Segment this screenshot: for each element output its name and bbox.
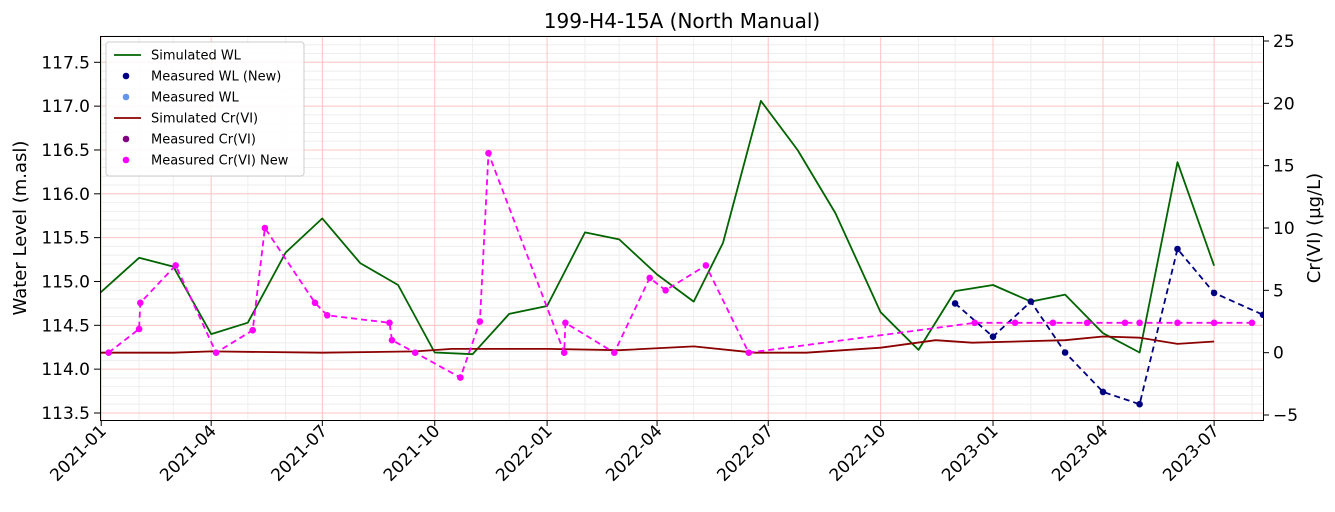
data-point-measured-cr-vi-new	[1210, 319, 1218, 327]
legend-label-measured-wl: Measured WL	[151, 91, 239, 106]
chart-title: 199-H4-15A (North Manual)	[544, 9, 820, 33]
data-point-measured-cr-vi-new	[212, 349, 220, 357]
data-point-measured-cr-vi-new	[172, 262, 179, 269]
data-point-measured-cr-vi-new	[562, 319, 569, 327]
data-point-measured-cr-vi-new	[560, 349, 568, 357]
data-point-measured-cr-vi-new	[1121, 319, 1129, 327]
y-tick-label: 117.0	[41, 97, 90, 117]
data-point-measured-cr-vi-new	[137, 299, 144, 307]
data-point-measured-cr-vi-new	[702, 262, 710, 269]
y2-tick-label: 20	[1273, 94, 1295, 114]
data-point-measured-cr-vi-new	[662, 287, 669, 294]
legend-label-measured-cr-vi-new: Measured Cr(VI) New	[151, 154, 289, 169]
y2-tick-label: −5	[1273, 406, 1298, 426]
data-point-measured-cr-vi-new	[261, 224, 269, 232]
series-line-measured-wl-new	[954, 248, 1263, 406]
data-point-measured-cr-vi-new	[1248, 319, 1256, 327]
data-point-measured-wl-new	[1099, 388, 1107, 396]
y2-tick-label: 15	[1273, 157, 1295, 177]
data-point-measured-cr-vi-new	[971, 319, 978, 327]
data-point-measured-cr-vi-new	[411, 349, 419, 357]
legend-label-measured-wl-new: Measured WL (New)	[151, 70, 281, 85]
legend-box	[105, 41, 305, 177]
x-tick-label: 2021-10	[380, 421, 444, 485]
y2-tick-label: 5	[1273, 281, 1284, 301]
data-point-measured-wl-new	[1136, 400, 1143, 408]
data-point-measured-cr-vi-new	[1011, 319, 1019, 327]
data-point-measured-cr-vi-new	[311, 299, 319, 307]
data-point-measured-cr-vi-new	[323, 312, 331, 319]
data-point-measured-cr-vi-new	[135, 325, 143, 333]
data-point-measured-wl-new	[1027, 298, 1035, 305]
data-point-measured-cr-vi-new	[476, 318, 484, 325]
data-point-measured-wl-new	[1174, 245, 1181, 253]
data-point-measured-wl-new	[989, 333, 997, 341]
x-tick-label: 2023-07	[1159, 421, 1223, 485]
data-point-measured-cr-vi-new	[105, 349, 112, 357]
y-tick-label: 114.0	[41, 360, 90, 380]
legend-label-simulated-cr-vi: Simulated Cr(VI)	[151, 112, 258, 127]
legend-swatch-measured-wl	[122, 93, 130, 101]
series-layer	[100, 100, 1263, 408]
data-point-measured-cr-vi-new	[611, 349, 618, 357]
data-point-measured-cr-vi-new	[1174, 319, 1181, 327]
y2-tick-label: 10	[1273, 219, 1295, 239]
x-tick-label: 2021-07	[268, 421, 332, 485]
legend-swatch-measured-cr-vi	[122, 135, 130, 143]
x-tick-label: 2022-04	[602, 421, 666, 485]
series-line-measured-cr-vi-new	[108, 152, 1252, 379]
data-point-measured-cr-vi-new	[457, 374, 464, 381]
y2-axis-title: Cr(VI) (µg/L)	[1304, 173, 1325, 283]
data-point-measured-wl-new	[1259, 311, 1263, 319]
y-tick-label: 114.5	[41, 316, 90, 336]
y-tick-label: 116.0	[41, 185, 90, 205]
data-point-measured-cr-vi-new	[745, 349, 752, 357]
y-tick-label: 115.5	[41, 229, 90, 249]
data-point-measured-cr-vi-new	[1136, 319, 1143, 327]
y2-tick-label: 0	[1273, 344, 1284, 364]
y2-tick-label: 25	[1273, 32, 1295, 52]
x-tick-label: 2023-01	[938, 421, 1002, 485]
x-tick-label: 2021-01	[46, 421, 110, 485]
legend: Simulated WL Measured WL (New) Measured WL…	[105, 41, 305, 177]
x-tick-label: 2022-07	[713, 421, 777, 485]
data-point-measured-cr-vi-new	[249, 326, 256, 334]
data-point-measured-cr-vi-new	[1083, 319, 1091, 327]
data-point-measured-wl-new	[1061, 349, 1069, 356]
data-point-measured-cr-vi-new	[485, 149, 492, 157]
data-point-measured-cr-vi-new	[1049, 319, 1057, 327]
x-tick-label: 2022-10	[826, 421, 890, 485]
legend-swatch-measured-wl-new	[122, 72, 130, 80]
x-tick-label: 2022-01	[492, 421, 556, 485]
x-tick-label: 2023-04	[1048, 421, 1112, 485]
data-point-measured-wl-new	[951, 300, 959, 307]
series-line-simulated-cr-vi	[100, 335, 1215, 354]
legend-label-simulated-wl: Simulated WL	[151, 49, 242, 64]
legend-label-measured-cr-vi: Measured Cr(VI)	[151, 133, 256, 148]
data-point-measured-cr-vi-new	[646, 274, 653, 282]
y-axis-title: Water Level (m.asl)	[10, 141, 31, 316]
y-tick-label: 113.5	[41, 404, 90, 424]
data-point-measured-cr-vi-new	[388, 336, 396, 344]
data-point-measured-cr-vi-new	[386, 319, 393, 327]
data-point-measured-wl-new	[1210, 289, 1218, 297]
y-tick-label: 116.5	[41, 141, 90, 161]
y-tick-label: 117.5	[41, 53, 90, 73]
y-tick-label: 115.0	[41, 272, 90, 292]
legend-swatch-measured-cr-vi-new	[122, 156, 130, 164]
x-tick-label: 2021-04	[156, 421, 220, 485]
